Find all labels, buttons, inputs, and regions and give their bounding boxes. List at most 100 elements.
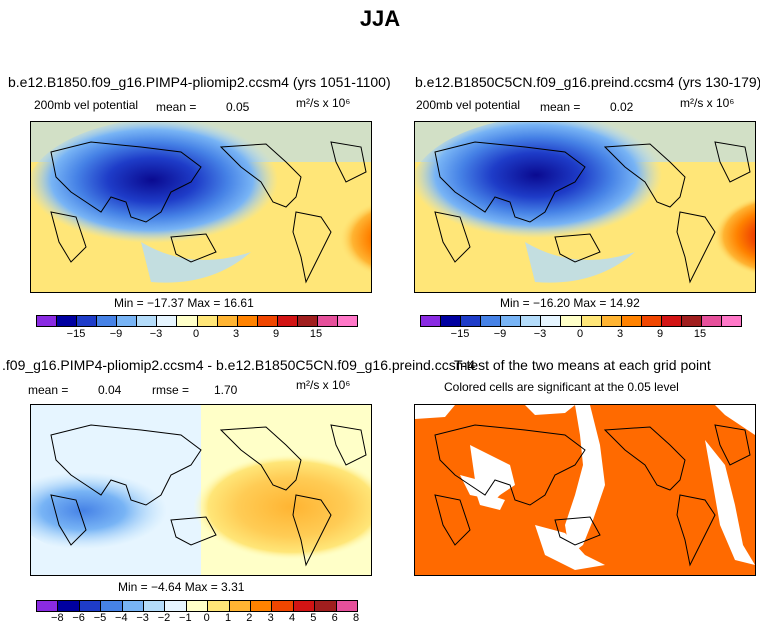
figure-title: JJA <box>359 6 401 31</box>
panel3-map <box>30 404 372 576</box>
colorbar-swatch <box>117 316 138 326</box>
panel3-rmse-label: rmse = <box>152 383 190 397</box>
colorbar-tick-label: −9 <box>493 328 507 340</box>
colorbar-tick-label: −1 <box>179 612 192 624</box>
colorbar-swatch <box>251 601 273 611</box>
colorbar-swatch <box>58 601 80 611</box>
colorbar-swatch <box>421 316 442 326</box>
panel1-map <box>30 121 372 293</box>
colorbar-swatch <box>721 316 741 326</box>
colorbar-swatch <box>237 316 258 326</box>
colorbar-swatch <box>229 601 252 611</box>
colorbar-swatch <box>277 316 298 326</box>
colorbar-swatch <box>217 316 238 326</box>
colorbar-swatch <box>441 316 462 326</box>
colorbar-swatch <box>144 601 166 611</box>
colorbar-swatch <box>272 601 294 611</box>
panel2-colorbar-ticks: −15 −9 −3 0 3 9 15 <box>420 328 740 342</box>
colorbar-tick-label: −5 <box>93 612 107 624</box>
colorbar-tick-label: 0 <box>203 612 210 624</box>
panel1-mean-label: mean = <box>156 100 197 114</box>
colorbar-tick-label: −9 <box>109 328 123 340</box>
colorbar-swatch <box>315 601 337 611</box>
colorbar-swatch <box>137 316 158 326</box>
colorbar-tick-label: 15 <box>309 328 323 340</box>
panel1-colorbar <box>36 315 358 327</box>
panel3-colorbar <box>36 600 358 612</box>
colorbar-tick-label: 15 <box>693 328 707 340</box>
panel1-units: m²/s x 10⁶ <box>296 96 351 110</box>
colorbar-tick-label: −3 <box>149 328 163 340</box>
panel1-field-label: 200mb vel potential <box>34 98 139 112</box>
colorbar-tick-label: −4 <box>115 612 128 624</box>
colorbar-swatch <box>461 316 482 326</box>
colorbar-swatch <box>197 316 218 326</box>
colorbar-swatch <box>337 316 357 326</box>
panel3-units: m²/s x 10⁶ <box>296 378 351 392</box>
panel2-minmax: Min = −16.20 Max = 14.92 <box>500 296 640 310</box>
panel2-colorbar <box>420 315 742 327</box>
colorbar-tick-label: 9 <box>272 328 280 340</box>
panel2-mean-label: mean = <box>540 100 581 114</box>
colorbar-swatch <box>101 601 123 611</box>
colorbar-tick-label: 3 <box>232 328 240 340</box>
colorbar-tick-label: 0 <box>576 328 584 340</box>
colorbar-tick-label: 3 <box>616 328 624 340</box>
colorbar-swatch <box>37 601 59 611</box>
panel1-colorbar-ticks: −15 −9 −3 0 3 9 15 <box>36 328 356 342</box>
colorbar-tick-label: −2 <box>157 612 171 624</box>
colorbar-swatch <box>601 316 622 326</box>
colorbar-swatch <box>501 316 522 326</box>
panel3-mean-value: 0.04 <box>98 383 122 397</box>
colorbar-tick-label: 8 <box>352 612 360 624</box>
colorbar-swatch <box>79 601 102 611</box>
panel4-title: T-test of the two means at each grid poi… <box>454 357 711 373</box>
colorbar-swatch <box>208 601 230 611</box>
colorbar-swatch <box>317 316 338 326</box>
colorbar-swatch <box>336 601 358 611</box>
colorbar-swatch <box>165 601 187 611</box>
panel1-run-title: b.e12.B1850.f09_g16.PIMP4-pliomip2.ccsm4… <box>8 74 391 90</box>
panel2-map <box>414 121 756 293</box>
colorbar-tick-label: −3 <box>533 328 547 340</box>
colorbar-tick-label: 0 <box>192 328 200 340</box>
colorbar-swatch <box>77 316 98 326</box>
colorbar-swatch <box>297 316 318 326</box>
colorbar-swatch <box>661 316 682 326</box>
colorbar-swatch <box>581 316 602 326</box>
colorbar-tick-label: 5 <box>310 612 317 624</box>
colorbar-tick-label: 1 <box>224 612 232 624</box>
panel4-subtitle: Colored cells are significant at the 0.0… <box>444 380 679 394</box>
panel2-field-label: 200mb vel potential <box>416 98 521 112</box>
colorbar-tick-label: −8 <box>51 612 64 624</box>
colorbar-swatch <box>293 601 316 611</box>
colorbar-tick-label: −6 <box>72 612 85 624</box>
colorbar-tick-label: −15 <box>66 328 86 340</box>
colorbar-swatch <box>621 316 642 326</box>
panel1-minmax: Min = −17.37 Max = 16.61 <box>114 296 254 310</box>
colorbar-tick-label: −15 <box>450 328 470 340</box>
colorbar-tick-label: 9 <box>656 328 664 340</box>
panel3-mean-label: mean = <box>28 383 69 397</box>
colorbar-swatch <box>37 316 58 326</box>
colorbar-swatch <box>257 316 278 326</box>
panel3-rmse-value: 1.70 <box>214 383 238 397</box>
colorbar-swatch <box>561 316 582 326</box>
panel2-units: m²/s x 10⁶ <box>680 96 735 110</box>
colorbar-swatch <box>681 316 702 326</box>
colorbar-swatch <box>157 316 178 326</box>
colorbar-swatch <box>641 316 662 326</box>
colorbar-tick-label: 3 <box>267 612 274 624</box>
panel3-colorbar-ticks: −8 −6 −5 −4 −3 −2 −1 0 1 2 3 4 5 6 8 <box>36 612 360 626</box>
colorbar-swatch <box>186 601 209 611</box>
colorbar-tick-label: 6 <box>331 612 338 624</box>
colorbar-swatch <box>521 316 542 326</box>
colorbar-tick-label: −3 <box>136 612 149 624</box>
panel2-mean-value: 0.02 <box>610 100 634 114</box>
panel2-run-title: b.e12.B1850C5CN.f09_g16.preind.ccsm4 (yr… <box>415 74 760 90</box>
panel3-minmax: Min = −4.64 Max = 3.31 <box>118 580 245 594</box>
colorbar-swatch <box>701 316 722 326</box>
colorbar-swatch <box>541 316 562 326</box>
panel3-run-title: .f09_g16.PIMP4-pliomip2.ccsm4 - b.e12.B1… <box>2 357 476 373</box>
colorbar-tick-label: 2 <box>246 612 253 624</box>
